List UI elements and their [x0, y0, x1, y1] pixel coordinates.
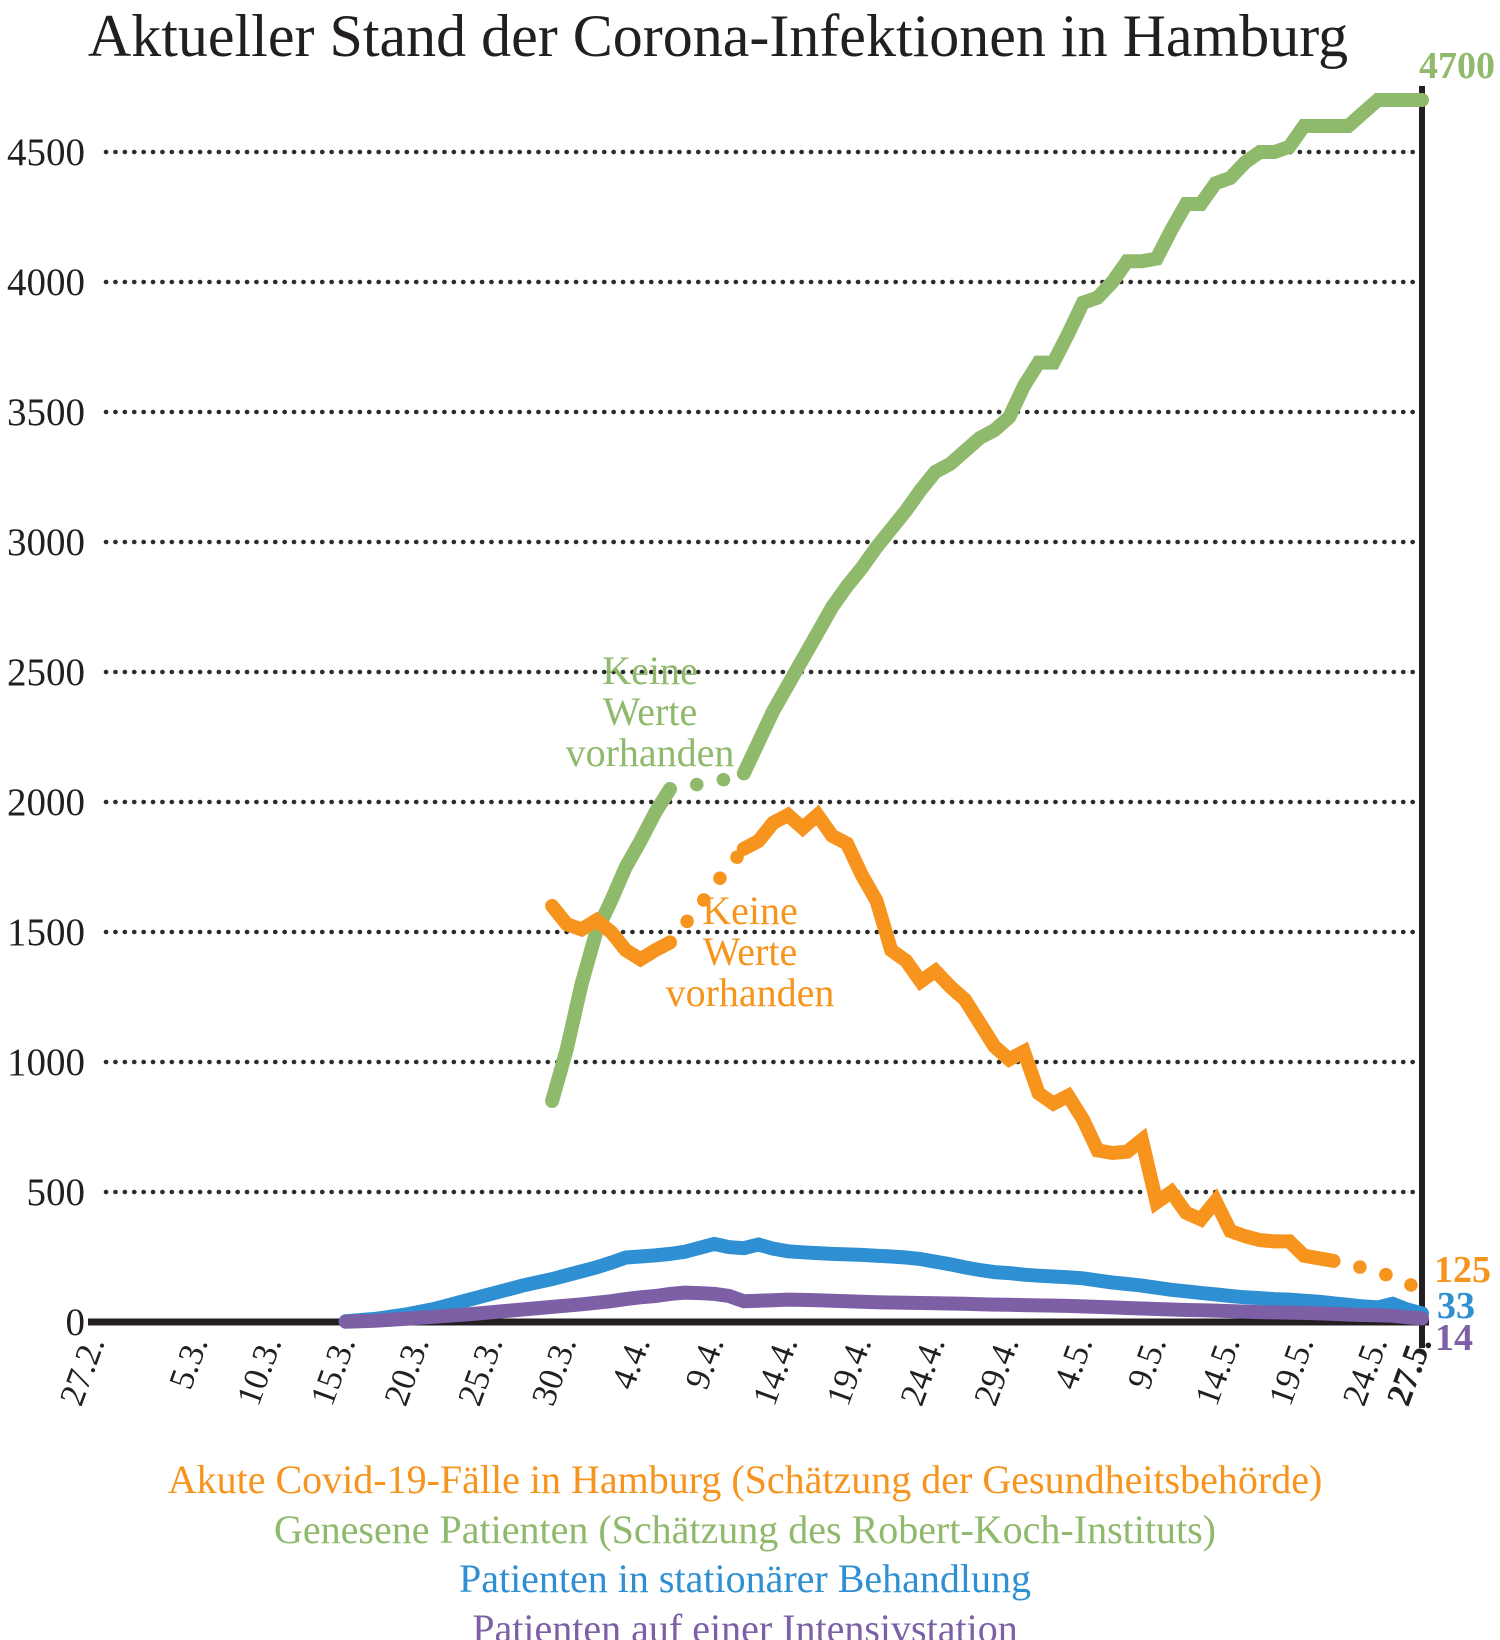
y-tick-label-1000: 1000 [7, 1041, 85, 1084]
series-line-genesene-dotted-1 [663, 766, 751, 796]
x-tick-label-10-3-: 10.3. [229, 1331, 290, 1410]
x-tick-label-14-5-: 14.5. [1187, 1331, 1248, 1410]
x-tick-label-20-3-: 20.3. [376, 1331, 437, 1410]
annotation-line: vorhanden [565, 730, 735, 775]
legend-item-intensiv: Patienten auf einer Intensivstation [472, 1605, 1018, 1640]
annotation-line: Werte [702, 929, 798, 974]
series-line-intensiv-solid-0 [338, 1285, 1429, 1329]
annotation-line: Werte [602, 689, 698, 734]
end-label-intensiv: 14 [1435, 1317, 1473, 1359]
y-tick-label-4500: 4500 [7, 131, 85, 174]
annotation-line: vorhanden [665, 970, 835, 1015]
legend-item-stationaer: Patienten in stationärer Behandlung [458, 1556, 1032, 1601]
annotation-keine-werte-orange: Keine Werte vorhanden [590, 890, 910, 1013]
series-line-akute-dotted-3 [1326, 1254, 1429, 1297]
series-line-akute-solid-0 [545, 899, 677, 968]
chart-legend: Akute Covid-19-Fälle in Hamburg (Schätzu… [0, 1455, 1490, 1640]
x-tick-label-27-2-: 27.2. [52, 1331, 113, 1410]
end-label-genesene: 4700 [1419, 45, 1495, 87]
series-line-akute-solid-2 [736, 804, 1341, 1268]
x-tick-label-19-4-: 19.4. [819, 1331, 880, 1410]
x-tick-label-25-3-: 25.3. [450, 1331, 511, 1410]
y-tick-label-2500: 2500 [7, 651, 85, 694]
chart-title: Aktueller Stand der Corona-Infektionen i… [87, 3, 1349, 69]
end-label-akute: 125 [1434, 1249, 1491, 1291]
series-line-stationaer-solid-0 [338, 1236, 1429, 1329]
y-tick-label-3500: 3500 [7, 391, 85, 434]
end-label-stationaer: 33 [1437, 1285, 1475, 1327]
annotation-keine-werte-green: Keine Werte vorhanden [490, 650, 810, 773]
y-tick-label-0: 0 [66, 1301, 86, 1344]
series-line-genesene-solid-2 [736, 93, 1429, 781]
y-tick-label-1500: 1500 [7, 911, 85, 954]
legend-item-akute: Akute Covid-19-Fälle in Hamburg (Schätzu… [167, 1457, 1323, 1502]
series-line-genesene-solid-0 [545, 782, 677, 1108]
x-tick-label-30-3-: 30.3. [524, 1331, 585, 1410]
x-tick-label-9-4-: 9.4. [677, 1331, 732, 1394]
x-tick-label-29-4-: 29.4. [966, 1331, 1027, 1410]
x-tick-label-4-5-: 4.5. [1046, 1331, 1101, 1394]
annotation-line: Keine [602, 648, 698, 693]
y-tick-label-3000: 3000 [7, 521, 85, 564]
x-tick-label-9-5-: 9.5. [1120, 1331, 1175, 1394]
x-tick-label-19-5-: 19.5. [1261, 1331, 1322, 1410]
x-tick-label-4-4-: 4.4. [603, 1331, 658, 1394]
legend-item-genesene: Genesene Patienten (Schätzung des Robert… [274, 1506, 1216, 1552]
annotation-line: Keine [702, 888, 798, 933]
x-tick-label-14-4-: 14.4. [745, 1331, 806, 1410]
y-tick-label-4000: 4000 [7, 261, 85, 304]
y-tick-label-2000: 2000 [7, 781, 85, 824]
x-tick-label-15-3-: 15.3. [303, 1331, 364, 1410]
x-tick-label-5-3-: 5.3. [161, 1331, 216, 1394]
x-tick-label-24-4-: 24.4. [892, 1331, 953, 1410]
series-line-akute-dotted-1 [663, 842, 751, 950]
y-tick-label-500: 500 [27, 1171, 86, 1214]
